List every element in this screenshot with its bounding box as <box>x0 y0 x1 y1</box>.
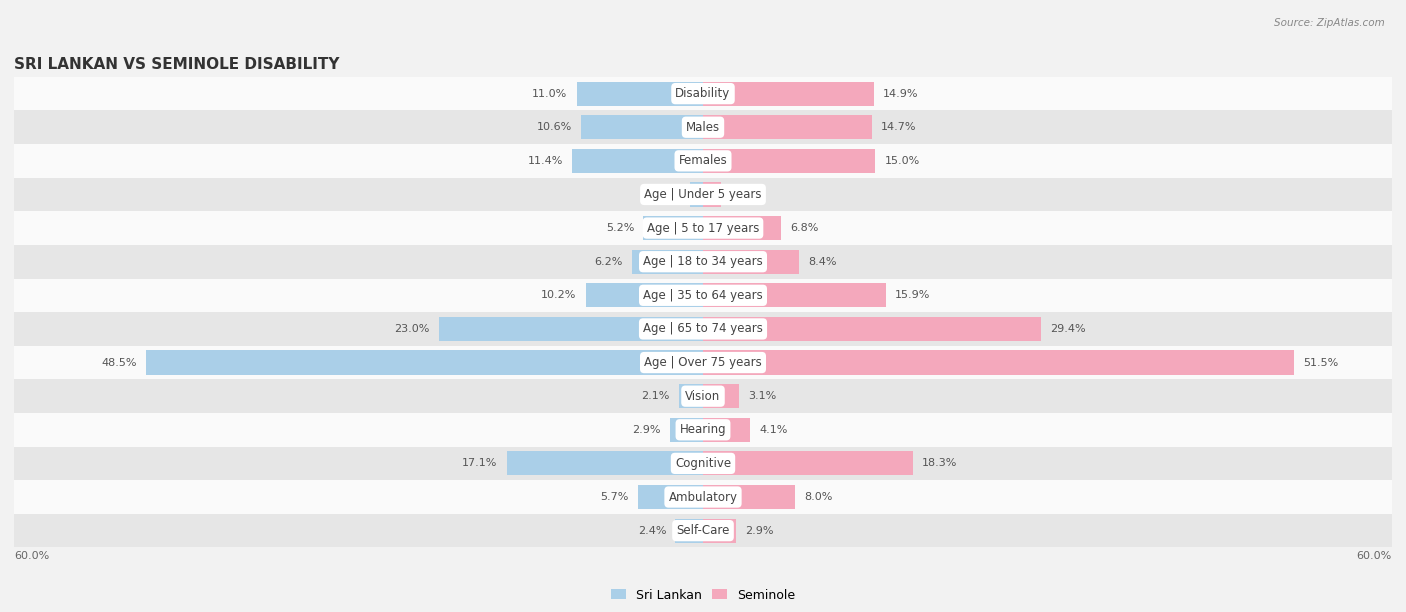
Bar <box>644 216 703 240</box>
Text: 6.2%: 6.2% <box>595 256 623 267</box>
Bar <box>703 417 749 442</box>
Text: 11.0%: 11.0% <box>533 89 568 99</box>
Text: 60.0%: 60.0% <box>1357 551 1392 561</box>
Text: Vision: Vision <box>685 390 721 403</box>
Text: Source: ZipAtlas.com: Source: ZipAtlas.com <box>1274 18 1385 28</box>
Bar <box>703 81 875 106</box>
Text: Age | 18 to 34 years: Age | 18 to 34 years <box>643 255 763 268</box>
Bar <box>14 110 1392 144</box>
Bar <box>675 518 703 543</box>
Text: Age | 65 to 74 years: Age | 65 to 74 years <box>643 323 763 335</box>
Bar <box>14 346 1392 379</box>
Text: 29.4%: 29.4% <box>1050 324 1085 334</box>
Text: Females: Females <box>679 154 727 167</box>
Text: 2.1%: 2.1% <box>641 391 669 401</box>
Bar <box>439 317 703 341</box>
Text: SRI LANKAN VS SEMINOLE DISABILITY: SRI LANKAN VS SEMINOLE DISABILITY <box>14 57 340 72</box>
Bar <box>581 115 703 140</box>
Text: 18.3%: 18.3% <box>922 458 957 468</box>
Text: 14.9%: 14.9% <box>883 89 918 99</box>
Text: 6.8%: 6.8% <box>790 223 818 233</box>
Bar <box>14 447 1392 480</box>
Bar <box>14 514 1392 548</box>
Text: 11.4%: 11.4% <box>527 156 562 166</box>
Bar <box>14 76 1392 110</box>
Bar <box>703 216 782 240</box>
Bar <box>14 413 1392 447</box>
Bar <box>703 384 738 408</box>
Text: 2.9%: 2.9% <box>633 425 661 435</box>
Text: Self-Care: Self-Care <box>676 524 730 537</box>
Text: 4.1%: 4.1% <box>759 425 787 435</box>
Bar <box>146 351 703 375</box>
Bar <box>14 379 1392 413</box>
Bar <box>14 211 1392 245</box>
Legend: Sri Lankan, Seminole: Sri Lankan, Seminole <box>606 584 800 606</box>
Bar <box>703 250 800 274</box>
Text: Hearing: Hearing <box>679 424 727 436</box>
Bar <box>14 245 1392 278</box>
Text: 60.0%: 60.0% <box>14 551 49 561</box>
Bar <box>703 317 1040 341</box>
Bar <box>14 480 1392 514</box>
Bar <box>703 518 737 543</box>
Text: 17.1%: 17.1% <box>463 458 498 468</box>
Bar <box>14 177 1392 211</box>
Bar <box>631 250 703 274</box>
Text: 8.0%: 8.0% <box>804 492 832 502</box>
Text: 2.4%: 2.4% <box>638 526 666 536</box>
Text: 8.4%: 8.4% <box>808 256 837 267</box>
Text: Age | Under 5 years: Age | Under 5 years <box>644 188 762 201</box>
Bar <box>576 81 703 106</box>
Text: 1.6%: 1.6% <box>731 190 759 200</box>
Bar <box>703 351 1295 375</box>
Bar <box>669 417 703 442</box>
Text: Disability: Disability <box>675 87 731 100</box>
Text: Ambulatory: Ambulatory <box>668 490 738 504</box>
Text: Age | 35 to 64 years: Age | 35 to 64 years <box>643 289 763 302</box>
Bar <box>572 149 703 173</box>
Bar <box>703 149 875 173</box>
Text: 1.1%: 1.1% <box>652 190 681 200</box>
Bar <box>690 182 703 207</box>
Text: 15.9%: 15.9% <box>894 290 931 300</box>
Text: 5.7%: 5.7% <box>600 492 628 502</box>
Text: Age | Over 75 years: Age | Over 75 years <box>644 356 762 369</box>
Bar <box>14 278 1392 312</box>
Bar <box>679 384 703 408</box>
Text: 48.5%: 48.5% <box>101 357 136 368</box>
Text: Males: Males <box>686 121 720 134</box>
Text: 5.2%: 5.2% <box>606 223 634 233</box>
Bar <box>703 283 886 307</box>
Text: 3.1%: 3.1% <box>748 391 776 401</box>
Bar <box>703 485 794 509</box>
Bar <box>586 283 703 307</box>
Text: 2.9%: 2.9% <box>745 526 773 536</box>
Text: 10.2%: 10.2% <box>541 290 576 300</box>
Bar <box>703 182 721 207</box>
Text: Age | 5 to 17 years: Age | 5 to 17 years <box>647 222 759 234</box>
Bar <box>703 115 872 140</box>
Text: Cognitive: Cognitive <box>675 457 731 470</box>
Bar <box>14 312 1392 346</box>
Text: 14.7%: 14.7% <box>882 122 917 132</box>
Text: 51.5%: 51.5% <box>1303 357 1339 368</box>
Text: 15.0%: 15.0% <box>884 156 920 166</box>
Bar <box>637 485 703 509</box>
Bar <box>14 144 1392 177</box>
Text: 10.6%: 10.6% <box>537 122 572 132</box>
Text: 23.0%: 23.0% <box>394 324 430 334</box>
Bar <box>506 451 703 476</box>
Bar <box>703 451 912 476</box>
